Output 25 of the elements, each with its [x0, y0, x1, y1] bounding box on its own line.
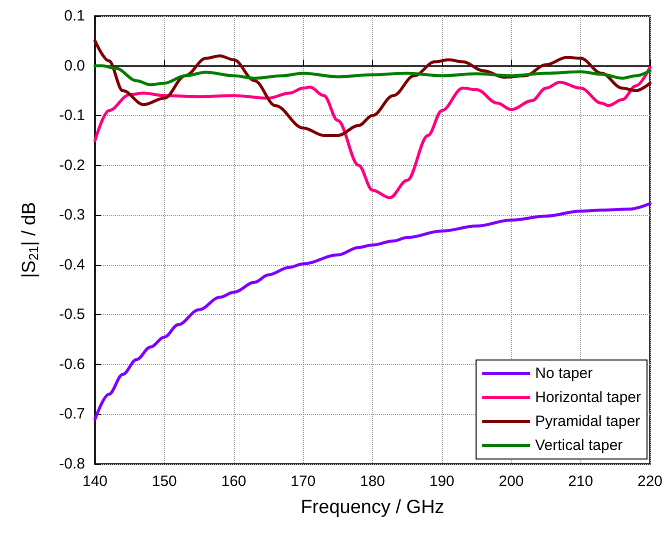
legend-label: No taper	[535, 365, 593, 382]
x-tick-label: 220	[637, 473, 663, 490]
x-tick-label: 190	[429, 473, 454, 490]
y-tick-label: -0.2	[59, 156, 85, 174]
legend-label: Vertical taper	[535, 437, 623, 454]
x-tick-label: 160	[221, 473, 246, 490]
x-tick-label: 200	[498, 473, 524, 490]
x-tick-label: 180	[360, 473, 386, 490]
y-tick-label: 0.0	[64, 57, 85, 74]
legend-label: Horizontal taper	[535, 389, 642, 406]
x-axis-title: Frequency / GHz	[300, 497, 444, 518]
y-tick-label: -0.1	[59, 107, 85, 124]
x-tick-label: 210	[568, 473, 594, 490]
y-tick-label: -0.7	[59, 406, 85, 423]
y-tick-label: -0.6	[59, 356, 85, 373]
x-tick-label: 170	[290, 473, 316, 490]
y-tick-label: 0.1	[64, 8, 85, 24]
y-tick-label: -0.3	[59, 206, 85, 224]
y-tick-label: -0.5	[59, 306, 85, 324]
y-tick-label: -0.8	[59, 456, 85, 472]
x-tick-label: 140	[82, 473, 108, 490]
y-tick-label: -0.4	[59, 256, 85, 274]
y-axis-title: |S21| / dB	[19, 202, 41, 278]
legend-label: Pyramidal taper	[535, 413, 640, 430]
x-tick-label: 150	[152, 473, 177, 490]
